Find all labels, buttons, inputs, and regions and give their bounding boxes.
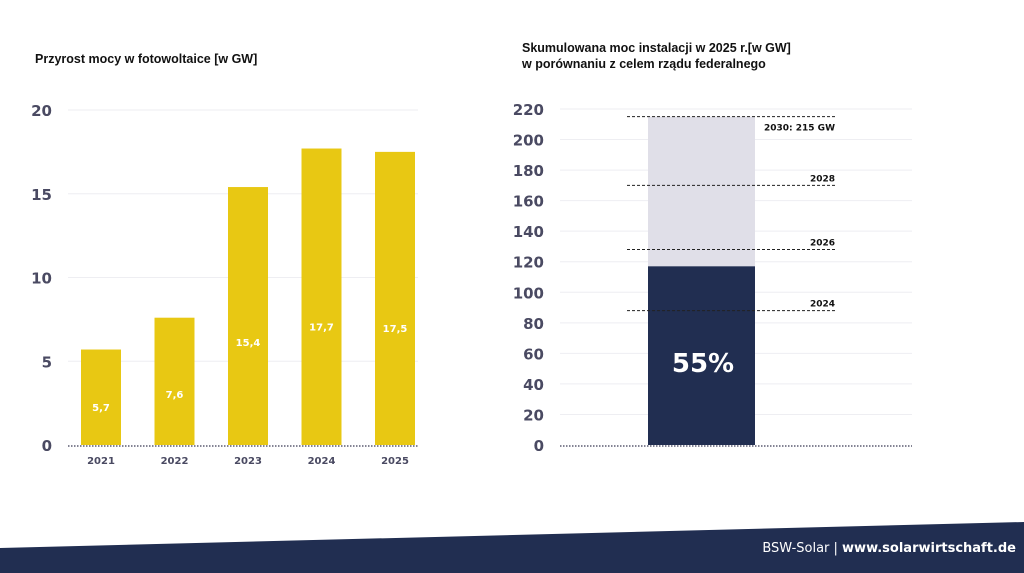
right-chart-title-line-1: Skumulowana moc instalacji w 2025 r.[w G…	[522, 41, 791, 55]
y-tick-label: 180	[513, 162, 544, 180]
y-tick-label: 140	[513, 223, 544, 241]
target-marker-label: 2028	[810, 174, 835, 184]
y-tick-label: 5	[42, 353, 52, 371]
data-label: 7,6	[166, 390, 184, 401]
footer-brand: BSW-Solar |	[762, 541, 843, 556]
achieved-bar	[648, 266, 755, 445]
target-remaining-bar	[648, 116, 755, 267]
bar-2024	[301, 148, 342, 445]
y-tick-label: 100	[513, 284, 544, 302]
x-tick-label: 2024	[308, 456, 336, 467]
y-tick-label: 15	[31, 186, 52, 204]
y-tick-label: 200	[513, 132, 544, 150]
target-marker-label: 2030: 215 GW	[764, 124, 835, 134]
x-tick-label: 2025	[381, 456, 409, 467]
y-tick-label: 120	[513, 254, 544, 272]
bar-2021	[81, 349, 121, 445]
y-tick-label: 40	[523, 376, 544, 394]
footer-url[interactable]: www.solarwirtschaft.de	[842, 541, 1016, 556]
data-label: 5,7	[92, 403, 110, 414]
y-tick-label: 80	[523, 315, 544, 333]
y-tick-label: 220	[513, 101, 544, 119]
data-label: 17,5	[383, 324, 408, 335]
y-tick-label: 160	[513, 193, 544, 211]
bar-2025	[375, 151, 415, 445]
y-tick-label: 60	[523, 345, 544, 363]
target-marker-label: 2024	[810, 300, 835, 310]
data-label: 17,7	[309, 322, 334, 333]
x-tick-label: 2022	[161, 456, 189, 467]
target-marker-label: 2026	[810, 239, 835, 249]
bar-2022	[154, 317, 195, 445]
footer-text: BSW-Solar | www.solarwirtschaft.de	[762, 541, 1016, 556]
achieved-percent-label: 55%	[672, 349, 734, 379]
data-label: 15,4	[236, 338, 261, 349]
bar-2023	[228, 187, 268, 446]
footer-band	[0, 522, 1024, 573]
left-chart-title: Przyrost mocy w fotowoltaice [w GW]	[35, 52, 258, 66]
right-chart-title: Skumulowana moc instalacji w 2025 r.[w G…	[522, 40, 791, 72]
x-tick-label: 2023	[234, 456, 262, 467]
right-chart-title-line-2: w porównaniu z celem rządu federalnego	[522, 57, 766, 71]
y-tick-label: 20	[31, 102, 52, 120]
y-tick-label: 10	[31, 270, 52, 288]
x-tick-label: 2021	[87, 456, 115, 467]
y-tick-label: 0	[534, 437, 544, 455]
y-tick-label: 20	[523, 406, 544, 424]
y-tick-label: 0	[42, 437, 52, 455]
